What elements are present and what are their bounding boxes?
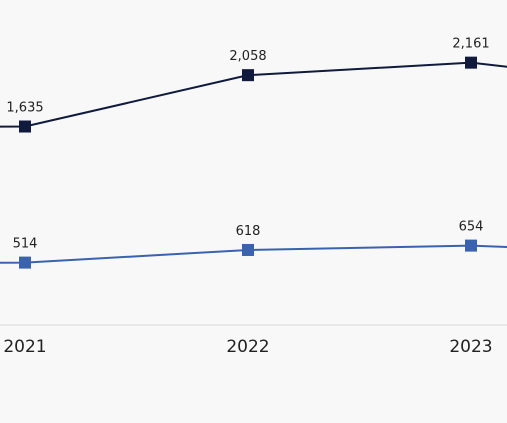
series-2-data-label: 514: [13, 237, 38, 252]
x-tick-label: 2023: [449, 337, 492, 357]
x-tick-label: 2022: [226, 337, 269, 357]
series-1-data-label: 2,058: [229, 49, 266, 64]
series-layer: [0, 56, 507, 269]
series-2-marker: [465, 239, 477, 252]
series-2-data-label: 654: [459, 220, 484, 235]
series-1-marker: [19, 120, 31, 133]
x-ticks: 2021 2022 2023: [3, 337, 492, 357]
series-2-marker: [19, 256, 31, 269]
series-2-marker: [242, 243, 254, 256]
series-2-data-label: 618: [236, 224, 261, 239]
series-1-marker: [465, 56, 477, 69]
series-1-data-label: 2,161: [452, 37, 489, 52]
series-1-marker: [242, 69, 254, 82]
labels-layer: 1,635 2,058 2,161 514 618 654: [6, 37, 489, 252]
series-1-data-label: 1,635: [6, 101, 43, 116]
x-tick-label: 2021: [3, 337, 46, 357]
